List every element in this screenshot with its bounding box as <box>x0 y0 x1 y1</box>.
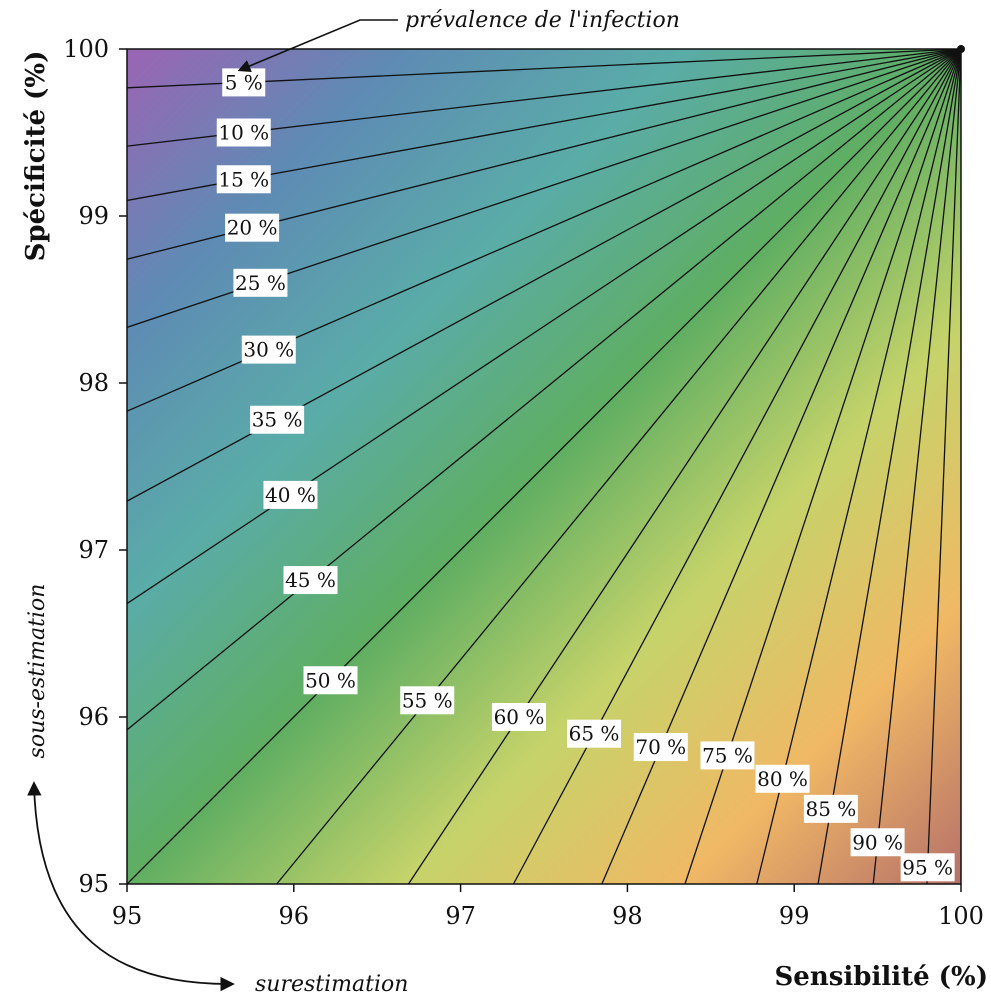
double-arrow-icon <box>27 781 235 992</box>
contour-line-40 <box>126 48 962 605</box>
contour-label-bg <box>700 741 755 770</box>
contour-label-95: 95 % <box>900 853 955 882</box>
contour-label-text: 15 % <box>218 167 269 191</box>
x-tick-label: 100 <box>938 902 984 930</box>
contour-label-text: 70 % <box>635 735 686 759</box>
contour-label-85: 85 % <box>803 794 858 823</box>
contour-label-75: 75 % <box>700 741 755 770</box>
x-tick-label: 98 <box>612 902 643 930</box>
contour-label-text: 60 % <box>494 705 545 729</box>
contour-label-text: 5 % <box>225 70 263 94</box>
x-axis-ticks: 95 96 97 98 99 100 <box>112 884 984 930</box>
x-axis-title: Sensibilité (%) <box>775 962 988 992</box>
y-tick-label: 97 <box>78 536 109 564</box>
contour-label-bg <box>263 480 318 509</box>
contour-line-85 <box>817 48 962 885</box>
contour-label-50: 50 % <box>303 666 358 695</box>
contour-label-70: 70 % <box>633 733 688 762</box>
contour-label-20: 20 % <box>225 213 280 242</box>
contour-label-bg <box>216 165 271 194</box>
y-axis-title: Spécificité (%) <box>21 51 51 262</box>
contour-label-bg <box>283 566 338 595</box>
contour-label-text: 95 % <box>902 855 953 879</box>
y-tick-label: 99 <box>78 202 109 230</box>
contour-line-60 <box>407 48 962 885</box>
contour-line-55 <box>276 48 962 885</box>
contour-label-text: 10 % <box>218 121 269 145</box>
contour-label-bg <box>216 118 271 147</box>
contour-label-text: 55 % <box>402 688 453 712</box>
x-tick-label: 95 <box>112 902 143 930</box>
contour-label-bg <box>633 733 688 762</box>
contour-label-25: 25 % <box>233 268 288 297</box>
contour-label-80: 80 % <box>755 764 810 793</box>
contour-line-5 <box>126 48 962 89</box>
contour-label-5: 5 % <box>222 68 266 97</box>
contour-label-bg <box>900 853 955 882</box>
contour-label-40: 40 % <box>263 480 318 509</box>
contour-label-text: 75 % <box>702 743 753 767</box>
contour-label-bg <box>567 719 622 748</box>
x-tick-label: 97 <box>445 902 476 930</box>
annotation-underestimation: sous-estimation <box>25 584 50 759</box>
contour-label-text: 20 % <box>227 216 278 240</box>
contour-label-bg <box>303 666 358 695</box>
contour-labels: 5 % 10 % 15 % 20 % 25 % 30 % 35 % 40 % 45 % 50 % 5… <box>216 68 955 882</box>
contour-label-35: 35 % <box>250 405 305 434</box>
contour-label-text: 45 % <box>285 568 336 592</box>
contour-line-90 <box>872 48 962 885</box>
contour-label-text: 50 % <box>305 668 356 692</box>
contour-label-text: 65 % <box>569 722 620 746</box>
plot-area: 5 % 10 % 15 % 20 % 25 % 30 % 35 % 40 % 45 % 50 % 5… <box>126 45 965 885</box>
contour-label-bg <box>241 335 296 364</box>
y-tick-label: 95 <box>78 870 109 898</box>
contour-label-bg <box>850 828 905 857</box>
y-tick-label: 98 <box>78 369 109 397</box>
annotation-overestimation: surestimation <box>255 972 408 997</box>
contour-label-10: 10 % <box>216 118 271 147</box>
contour-label-text: 80 % <box>757 767 808 791</box>
contour-label-bg <box>755 764 810 793</box>
annotation-prevalence-text: prévalence de l'infection <box>405 8 680 33</box>
contour-label-text: 40 % <box>265 483 316 507</box>
contour-label-bg <box>491 703 546 731</box>
contour-label-bg <box>222 68 266 97</box>
contour-label-bg <box>250 405 305 434</box>
contour-line-50 <box>126 48 962 885</box>
contour-label-text: 35 % <box>252 408 303 432</box>
contour-label-text: 85 % <box>805 797 856 821</box>
arrow-prevalence-icon <box>237 19 398 72</box>
contour-label-15: 15 % <box>216 165 271 194</box>
contour-label-bg <box>233 268 288 297</box>
annotation-prevalence: prévalence de l'infection <box>237 8 680 72</box>
contour-line-80 <box>756 48 962 885</box>
contour-label-30: 30 % <box>241 335 296 364</box>
contour-label-45: 45 % <box>283 566 338 595</box>
contour-label-bg <box>400 686 455 715</box>
plot-frame <box>126 48 962 885</box>
contour-label-bg <box>803 794 858 823</box>
contour-label-60: 60 % <box>491 703 546 731</box>
contour-label-55: 55 % <box>400 686 455 715</box>
contour-line-45 <box>126 48 962 731</box>
contour-lines <box>126 45 965 885</box>
contour-label-bg <box>225 213 280 242</box>
y-tick-label: 100 <box>63 35 109 63</box>
contour-line-95 <box>926 48 962 885</box>
x-tick-label: 99 <box>779 902 810 930</box>
y-tick-label: 96 <box>78 703 109 731</box>
contour-label-text: 30 % <box>243 338 294 362</box>
contour-label-90: 90 % <box>850 828 905 857</box>
contour-label-65: 65 % <box>567 719 622 748</box>
contour-label-text: 25 % <box>235 271 286 295</box>
x-tick-label: 96 <box>279 902 310 930</box>
y-axis-ticks: 95 96 97 98 99 100 <box>63 35 127 898</box>
contour-label-text: 90 % <box>852 830 903 854</box>
